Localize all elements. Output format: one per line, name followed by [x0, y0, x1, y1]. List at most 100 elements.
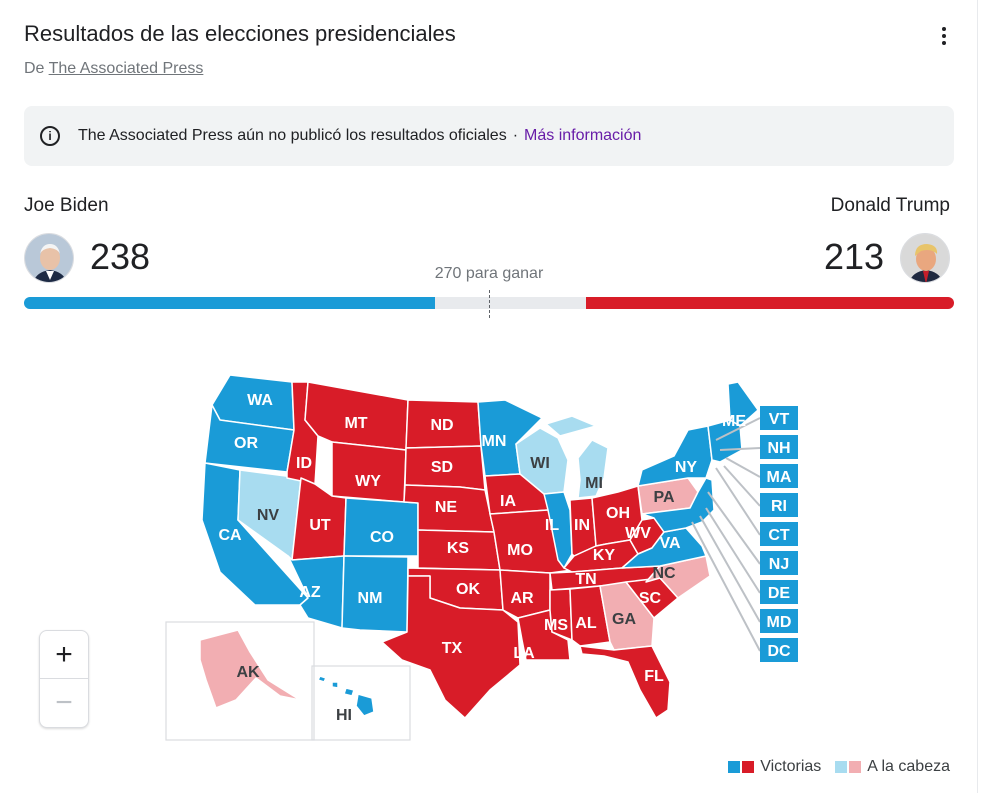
legend-lead-label: A la cabeza [867, 758, 950, 775]
state-label-RI: RI [771, 498, 787, 515]
state-label-NC: NC [652, 565, 676, 582]
electoral-votes-biden: 238 [90, 236, 151, 277]
state-box-DE[interactable] [760, 580, 798, 604]
map-zoom-control: + − [39, 630, 89, 728]
state-label-TX: TX [442, 640, 463, 657]
state-label-NH: NH [767, 440, 790, 457]
source-link[interactable]: The Associated Press [48, 60, 204, 77]
state-label-AK: AK [236, 664, 260, 681]
state-label-ME: ME [722, 413, 746, 430]
state-box-NJ[interactable] [760, 551, 798, 575]
state-label-DC: DC [767, 643, 791, 660]
legend-swatch-rep-lead [849, 761, 862, 773]
state-label-HI: HI [336, 707, 352, 724]
us-electoral-map[interactable]: WA OR CA NV ID MT WY UT AZ CO NM ND SD NE KS OK TX MN IA MO… [160, 360, 810, 745]
state-AL [569, 585, 611, 647]
state-label-LA: LA [513, 645, 535, 662]
state-label-WI: WI [530, 455, 550, 472]
state-box-CT[interactable] [760, 522, 798, 546]
state-label-IN: IN [574, 517, 590, 534]
state-label-OR: OR [234, 435, 258, 452]
state-label-TN: TN [575, 571, 596, 588]
more-info-link[interactable]: Más información [524, 127, 642, 144]
more-options-icon[interactable] [932, 24, 956, 48]
state-MI [545, 415, 609, 499]
state-label-VT: VT [769, 411, 790, 428]
state-label-OK: OK [456, 581, 480, 598]
state-label-MI: MI [585, 475, 603, 492]
state-label-WY: WY [355, 473, 381, 490]
legend-swatch-dem-won [728, 761, 741, 773]
state-label-GA: GA [612, 611, 636, 628]
state-label-NM: NM [358, 590, 383, 607]
state-FL [579, 645, 671, 719]
majority-marker [489, 290, 490, 318]
state-label-OH: OH [606, 505, 630, 522]
state-label-VA: VA [659, 535, 680, 552]
legend-swatch-rep-won [742, 761, 755, 773]
avatar-trump [900, 233, 950, 283]
state-box-DC[interactable] [760, 638, 798, 662]
avatar-biden [24, 233, 74, 283]
state-box-VT[interactable] [760, 406, 798, 430]
notice-text: The Associated Press aún no publicó los … [78, 127, 507, 144]
state-box-MA[interactable] [760, 464, 798, 488]
state-ME [727, 381, 759, 427]
state-box-RI[interactable] [760, 493, 798, 517]
state-label-DE: DE [768, 585, 791, 602]
info-icon: i [40, 126, 60, 146]
state-label-UT: UT [309, 517, 331, 534]
card-title: Resultados de las elecciones presidencia… [24, 21, 456, 46]
source-prefix: De [24, 60, 45, 77]
state-NM [341, 555, 409, 633]
state-label-FL: FL [644, 668, 664, 685]
state-label-AL: AL [575, 615, 597, 632]
progress-bar-trump [585, 297, 954, 309]
zoom-in-button[interactable]: + [40, 631, 88, 679]
state-box-NH[interactable] [760, 435, 798, 459]
state-mid-atlantic [641, 477, 715, 533]
state-label-WA: WA [247, 392, 273, 409]
state-MS [549, 588, 573, 641]
state-label-NJ: NJ [769, 556, 789, 573]
state-label-KY: KY [593, 547, 616, 564]
legend-won-label: Victorias [760, 758, 822, 775]
state-WI [515, 427, 569, 495]
votes-to-win-label: 270 para ganar [434, 265, 544, 282]
state-label-ND: ND [430, 417, 453, 434]
zoom-out-button[interactable]: − [55, 686, 73, 719]
state-WY [331, 441, 407, 503]
state-label-AZ: AZ [299, 584, 321, 601]
results-notice: i The Associated Press aún no publicó lo… [24, 106, 954, 166]
state-label-SC: SC [639, 590, 662, 607]
candidate-name-trump: Donald Trump [830, 195, 950, 216]
state-TX [381, 575, 521, 719]
state-label-NE: NE [435, 499, 458, 516]
state-CO [343, 497, 419, 557]
state-label-CA: CA [218, 527, 242, 544]
state-HI [317, 675, 375, 717]
state-label-MN: MN [482, 433, 507, 450]
state-label-NY: NY [675, 459, 698, 476]
state-IL [543, 491, 573, 569]
candidate-name-biden: Joe Biden [24, 195, 109, 216]
state-label-AR: AR [510, 590, 534, 607]
state-label-MT: MT [344, 415, 367, 432]
state-NY [637, 425, 713, 487]
state-label-MO: MO [507, 542, 533, 559]
state-label-PA: PA [653, 489, 674, 506]
state-box-MD[interactable] [760, 609, 798, 633]
state-label-WV: WV [625, 525, 651, 542]
state-label-MS: MS [544, 617, 568, 634]
state-label-NV: NV [257, 507, 280, 524]
legend-swatch-dem-lead [835, 761, 848, 773]
alaska-inset-frame [165, 621, 315, 741]
state-label-SD: SD [431, 459, 453, 476]
state-label-IA: IA [500, 493, 516, 510]
state-label-MA: MA [767, 469, 792, 486]
map-legend: Victorias A la cabeza [728, 758, 950, 776]
state-label-IL: IL [545, 517, 559, 534]
hawaii-inset-frame [311, 665, 411, 741]
electoral-votes-trump: 213 [824, 236, 885, 277]
